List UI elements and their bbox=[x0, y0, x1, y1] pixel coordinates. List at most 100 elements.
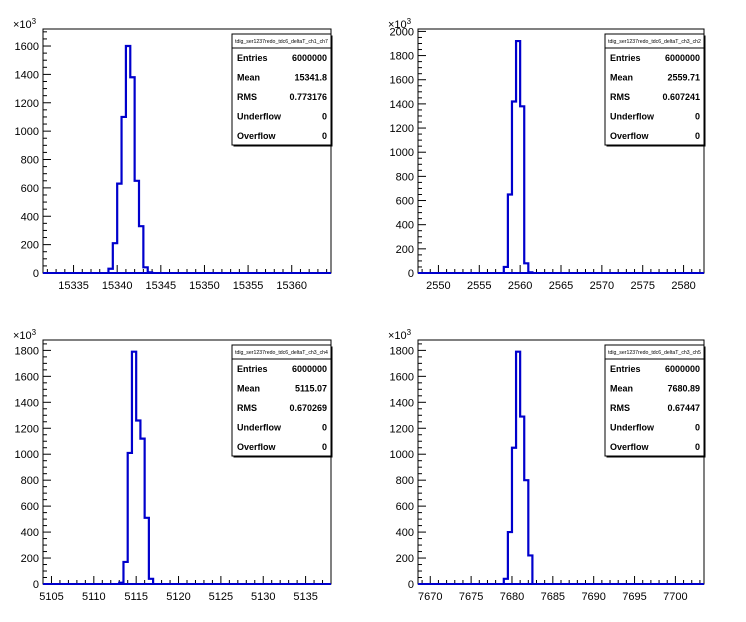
stats-row-value: 2559.71 bbox=[667, 73, 700, 83]
x-tick-label: 5130 bbox=[251, 591, 275, 603]
y-tick-label: 200 bbox=[396, 553, 414, 565]
y-tick-label: 1000 bbox=[390, 147, 414, 159]
y-tick-label: 600 bbox=[396, 501, 414, 513]
stats-row-value: 0 bbox=[695, 442, 700, 452]
y-tick-label: 1400 bbox=[15, 397, 39, 409]
x-tick-label: 5115 bbox=[124, 591, 148, 603]
x-tick-label: 2550 bbox=[426, 280, 450, 292]
stats-row-label: Mean bbox=[237, 384, 260, 394]
y-tick-label: 1800 bbox=[390, 345, 414, 357]
stats-row-label: Underflow bbox=[610, 111, 655, 121]
y-tick-label: 800 bbox=[21, 475, 39, 487]
y-tick-label: 600 bbox=[21, 501, 39, 513]
x-tick-label: 7675 bbox=[459, 591, 483, 603]
y-tick-label: 1000 bbox=[390, 449, 414, 461]
stats-title: tdig_ser1237redo_tdc6_deltaT_ch3_ch4 bbox=[235, 350, 328, 356]
x-tick-label: 7690 bbox=[581, 591, 605, 603]
y-tick-label: 1400 bbox=[15, 69, 39, 81]
x-tick-label: 7700 bbox=[663, 591, 687, 603]
stats-box-frame bbox=[604, 33, 705, 146]
stats-row-value: 5115.07 bbox=[295, 384, 327, 394]
x-tick-label: 2555 bbox=[467, 280, 491, 292]
stats-row-value: 6000000 bbox=[292, 53, 327, 63]
stats-title: tdig_ser1237redo_tdc6_deltaT_ch1_ch7 bbox=[235, 39, 328, 45]
stats-title: tdig_ser1237redo_tdc6_deltaT_ch3_ch2 bbox=[608, 39, 701, 45]
stats-row-label: RMS bbox=[237, 92, 257, 102]
x-tick-label: 7670 bbox=[418, 591, 442, 603]
stats-row-value: 0 bbox=[322, 442, 327, 452]
stats-box-frame bbox=[231, 344, 332, 457]
y-tick-label: 2000 bbox=[390, 26, 414, 38]
histogram-panel-2: 0 200 400 600 800 1000 1200 1400 1600 1800 2000×10… bbox=[388, 17, 706, 292]
x-tick-label: 2580 bbox=[671, 280, 695, 292]
x-tick-label: 7685 bbox=[541, 591, 565, 603]
x-tick-label: 5110 bbox=[82, 591, 106, 603]
histogram-panel-1: 0 200 400 600 800 1000 1200 1400 1600 ×103 15335 15… bbox=[13, 17, 333, 292]
y-tick-label: 1600 bbox=[15, 41, 39, 53]
y-tick-label: 1200 bbox=[15, 423, 39, 435]
stats-row-label: Overflow bbox=[237, 442, 277, 452]
stats-box: tdig_ser1237redo_tdc6_deltaT_ch3_ch5 Entr… bbox=[604, 344, 706, 458]
stats-row-label: Entries bbox=[237, 364, 268, 374]
histogram-outline bbox=[118, 350, 155, 584]
histogram-panel-3: 0 200 400 600 800 1000 1200 1400 1600 1800 ×103 510… bbox=[13, 328, 333, 603]
stats-box: tdig_ser1237redo_tdc6_deltaT_ch3_ch2 Entr… bbox=[604, 33, 706, 147]
y-tick-label: 1800 bbox=[15, 345, 39, 357]
stats-box-frame bbox=[231, 33, 332, 146]
y-tick-label: 600 bbox=[21, 183, 39, 195]
y-tick-label: 1400 bbox=[390, 99, 414, 111]
y-tick-label: 1200 bbox=[390, 423, 414, 435]
y-tick-label: 1000 bbox=[15, 449, 39, 461]
y-axis-multiplier: ×103 bbox=[13, 17, 37, 31]
y-tick-label: 1600 bbox=[390, 75, 414, 87]
stats-row-label: Entries bbox=[610, 364, 641, 374]
y-tick-label: 0 bbox=[408, 579, 414, 591]
y-tick-label: 1200 bbox=[390, 123, 414, 135]
stats-row-value: 0 bbox=[695, 131, 700, 141]
y-tick-label: 1200 bbox=[15, 98, 39, 110]
stats-row-value: 0.670269 bbox=[289, 403, 327, 413]
y-tick-label: 1400 bbox=[390, 397, 414, 409]
x-tick-label: 2565 bbox=[549, 280, 573, 292]
y-axis-multiplier: ×103 bbox=[13, 328, 37, 342]
stats-row-label: Underflow bbox=[237, 111, 282, 121]
x-tick-label: 5105 bbox=[39, 591, 63, 603]
x-tick-label: 7695 bbox=[622, 591, 646, 603]
stats-row-value: 6000000 bbox=[665, 364, 700, 374]
stats-row-label: Underflow bbox=[610, 422, 655, 432]
y-tick-label: 600 bbox=[396, 196, 414, 208]
stats-row-label: Entries bbox=[610, 53, 641, 63]
stats-row-label: Overflow bbox=[610, 442, 650, 452]
y-tick-label: 1000 bbox=[15, 126, 39, 138]
x-tick-label: 2570 bbox=[590, 280, 614, 292]
histogram-outline bbox=[502, 350, 534, 584]
y-tick-label: 0 bbox=[408, 268, 414, 280]
stats-row-label: Underflow bbox=[237, 422, 282, 432]
y-tick-label: 800 bbox=[21, 155, 39, 167]
x-tick-label: 15360 bbox=[276, 280, 307, 292]
histogram-panel-4: 0 200 400 600 800 1000 1200 1400 1600 1800 ×103 767… bbox=[388, 328, 706, 603]
x-tick-label: 15340 bbox=[102, 280, 133, 292]
stats-row-value: 7680.89 bbox=[667, 384, 700, 394]
y-tick-label: 800 bbox=[396, 171, 414, 183]
stats-box: tdig_ser1237redo_tdc6_deltaT_ch1_ch7 Entr… bbox=[231, 33, 333, 147]
stats-row-value: 0 bbox=[322, 131, 327, 141]
y-axis-multiplier: ×103 bbox=[388, 17, 412, 31]
y-tick-label: 400 bbox=[396, 220, 414, 232]
stats-row-label: RMS bbox=[610, 92, 630, 102]
stats-row-label: Mean bbox=[610, 384, 633, 394]
y-tick-label: 800 bbox=[396, 475, 414, 487]
y-tick-label: 200 bbox=[21, 240, 39, 252]
stats-row-label: Mean bbox=[237, 73, 260, 83]
y-tick-label: 200 bbox=[396, 244, 414, 256]
y-tick-label: 0 bbox=[33, 579, 39, 591]
y-tick-label: 1800 bbox=[390, 51, 414, 63]
stats-box: tdig_ser1237redo_tdc6_deltaT_ch3_ch4 Entr… bbox=[231, 344, 333, 458]
stats-title: tdig_ser1237redo_tdc6_deltaT_ch3_ch5 bbox=[608, 350, 701, 356]
x-tick-label: 15335 bbox=[58, 280, 89, 292]
y-tick-label: 400 bbox=[396, 527, 414, 539]
stats-row-label: Mean bbox=[610, 73, 633, 83]
stats-row-value: 0.773176 bbox=[289, 92, 327, 102]
x-tick-label: 15350 bbox=[189, 280, 220, 292]
